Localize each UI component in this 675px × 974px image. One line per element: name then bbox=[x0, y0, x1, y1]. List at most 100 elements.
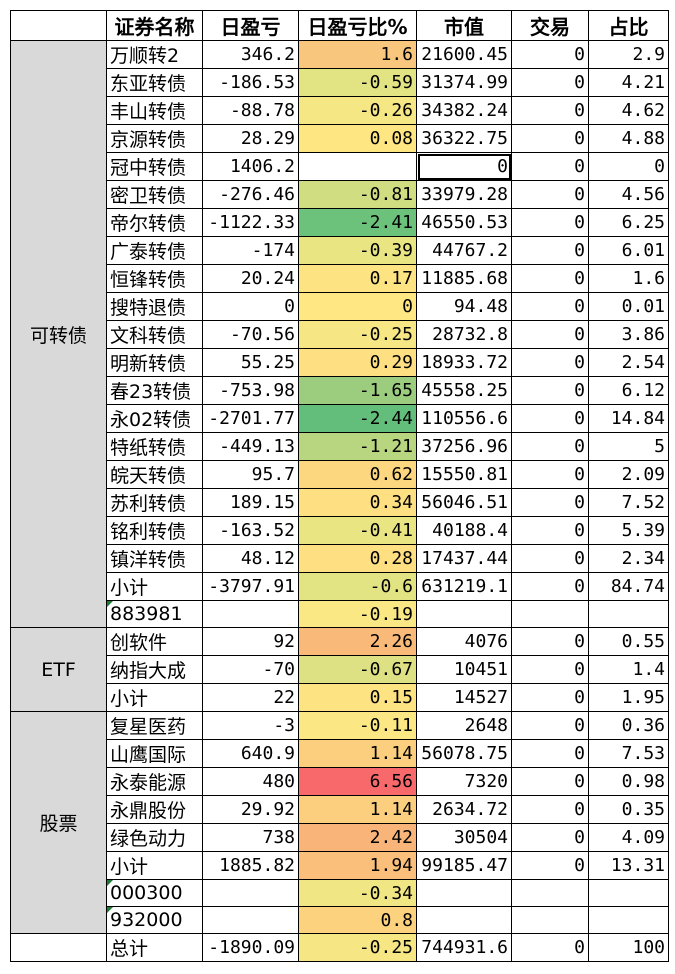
security-name-cell[interactable]: 东亚转债 bbox=[106, 68, 203, 97]
security-name-cell[interactable]: 冠中转债 bbox=[106, 152, 203, 181]
security-name-cell[interactable]: 明新转债 bbox=[106, 348, 203, 377]
daily-pnl-pct-cell[interactable]: -0.6 bbox=[298, 572, 417, 601]
security-name-cell[interactable]: 绿色动力 bbox=[106, 823, 203, 852]
daily-pnl-pct-cell[interactable]: 1.14 bbox=[298, 739, 417, 768]
daily-pnl-cell[interactable]: 738 bbox=[202, 823, 299, 852]
daily-pnl-cell[interactable]: -163.52 bbox=[202, 516, 299, 545]
security-name-cell[interactable]: 特纸转债 bbox=[106, 432, 203, 461]
trade-cell[interactable]: 0 bbox=[511, 264, 589, 293]
daily-pnl-cell[interactable]: 95.7 bbox=[202, 460, 299, 489]
security-name-cell[interactable]: 春23转债 bbox=[106, 376, 203, 405]
trade-cell[interactable]: 0 bbox=[511, 292, 589, 321]
daily-pnl-pct-cell[interactable]: -0.26 bbox=[298, 96, 417, 125]
daily-pnl-pct-cell[interactable]: -1.21 bbox=[298, 432, 417, 461]
daily-pnl-pct-cell[interactable]: -0.19 bbox=[298, 600, 417, 628]
security-name-cell[interactable]: 山鹰国际 bbox=[106, 739, 203, 768]
share-cell[interactable]: 14.84 bbox=[588, 404, 669, 433]
daily-pnl-cell[interactable]: 22 bbox=[202, 683, 299, 712]
security-name-cell[interactable]: 文科转债 bbox=[106, 320, 203, 349]
trade-cell[interactable]: 0 bbox=[511, 767, 589, 796]
share-cell[interactable]: 4.88 bbox=[588, 124, 669, 153]
share-cell[interactable]: 0.36 bbox=[588, 711, 669, 740]
security-name-cell[interactable]: 丰山转债 bbox=[106, 96, 203, 125]
security-name-cell[interactable]: 小计 bbox=[106, 851, 203, 880]
group-label-cell[interactable] bbox=[10, 933, 107, 962]
market-value-cell[interactable]: 94.48 bbox=[416, 292, 512, 321]
market-value-cell[interactable]: 110556.6 bbox=[416, 404, 512, 433]
daily-pnl-pct-cell[interactable]: -1.65 bbox=[298, 376, 417, 405]
trade-cell[interactable]: 0 bbox=[511, 460, 589, 489]
security-name-cell[interactable]: 万顺转2 bbox=[106, 40, 203, 69]
market-value-cell[interactable]: 37256.96 bbox=[416, 432, 512, 461]
trade-cell[interactable] bbox=[511, 600, 589, 628]
daily-pnl-pct-cell[interactable]: 0.34 bbox=[298, 488, 417, 517]
daily-pnl-cell[interactable]: 346.2 bbox=[202, 40, 299, 69]
trade-cell[interactable]: 0 bbox=[511, 68, 589, 97]
daily-pnl-cell[interactable] bbox=[202, 879, 299, 907]
trade-cell[interactable]: 0 bbox=[511, 236, 589, 265]
market-value-cell[interactable]: 40188.4 bbox=[416, 516, 512, 545]
share-cell[interactable]: 7.52 bbox=[588, 488, 669, 517]
share-cell[interactable]: 4.62 bbox=[588, 96, 669, 125]
trade-cell[interactable] bbox=[511, 906, 589, 934]
daily-pnl-pct-cell[interactable]: 0.08 bbox=[298, 124, 417, 153]
daily-pnl-pct-cell[interactable]: 0.29 bbox=[298, 348, 417, 377]
daily-pnl-pct-cell[interactable]: -0.41 bbox=[298, 516, 417, 545]
market-value-cell[interactable]: 744931.6 bbox=[416, 933, 512, 962]
market-value-cell[interactable]: 4076 bbox=[416, 627, 512, 656]
trade-cell[interactable]: 0 bbox=[511, 933, 589, 962]
share-cell[interactable]: 0.98 bbox=[588, 767, 669, 796]
share-cell[interactable] bbox=[588, 600, 669, 628]
share-cell[interactable]: 5.39 bbox=[588, 516, 669, 545]
daily-pnl-pct-cell[interactable]: 6.56 bbox=[298, 767, 417, 796]
market-value-cell[interactable]: 34382.24 bbox=[416, 96, 512, 125]
trade-cell[interactable]: 0 bbox=[511, 152, 589, 181]
share-cell[interactable]: 4.09 bbox=[588, 823, 669, 852]
trade-cell[interactable]: 0 bbox=[511, 96, 589, 125]
trade-cell[interactable]: 0 bbox=[511, 208, 589, 237]
security-name-cell[interactable]: 永鼎股份 bbox=[106, 795, 203, 824]
market-value-cell[interactable]: 15550.81 bbox=[416, 460, 512, 489]
market-value-cell[interactable]: 44767.2 bbox=[416, 236, 512, 265]
daily-pnl-pct-cell[interactable]: -0.59 bbox=[298, 68, 417, 97]
group-label-cell[interactable]: ETF bbox=[10, 627, 107, 712]
daily-pnl-cell[interactable]: -174 bbox=[202, 236, 299, 265]
daily-pnl-cell[interactable]: 28.29 bbox=[202, 124, 299, 153]
security-name-cell[interactable]: 广泰转债 bbox=[106, 236, 203, 265]
share-cell[interactable]: 0.01 bbox=[588, 292, 669, 321]
share-cell[interactable] bbox=[588, 879, 669, 907]
market-value-cell[interactable]: 56078.75 bbox=[416, 739, 512, 768]
market-value-cell[interactable]: 17437.44 bbox=[416, 544, 512, 573]
daily-pnl-cell[interactable]: -2701.77 bbox=[202, 404, 299, 433]
security-name-cell[interactable]: 纳指大成 bbox=[106, 655, 203, 684]
share-cell[interactable]: 7.53 bbox=[588, 739, 669, 768]
share-cell[interactable]: 6.25 bbox=[588, 208, 669, 237]
daily-pnl-cell[interactable]: -88.78 bbox=[202, 96, 299, 125]
share-cell[interactable]: 84.74 bbox=[588, 572, 669, 601]
trade-cell[interactable]: 0 bbox=[511, 851, 589, 880]
daily-pnl-pct-cell[interactable]: -0.81 bbox=[298, 180, 417, 209]
market-value-cell[interactable]: 14527 bbox=[416, 683, 512, 712]
daily-pnl-cell[interactable] bbox=[202, 906, 299, 934]
trade-cell[interactable]: 0 bbox=[511, 655, 589, 684]
daily-pnl-pct-cell[interactable]: -0.39 bbox=[298, 236, 417, 265]
daily-pnl-cell[interactable]: -3 bbox=[202, 711, 299, 740]
share-cell[interactable]: 13.31 bbox=[588, 851, 669, 880]
market-value-cell[interactable]: 11885.68 bbox=[416, 264, 512, 293]
share-cell[interactable]: 0 bbox=[588, 152, 669, 181]
daily-pnl-pct-cell[interactable]: -0.11 bbox=[298, 711, 417, 740]
daily-pnl-pct-cell[interactable]: 1.14 bbox=[298, 795, 417, 824]
market-value-cell[interactable]: 36322.75 bbox=[416, 124, 512, 153]
daily-pnl-pct-cell[interactable]: 1.6 bbox=[298, 40, 417, 69]
daily-pnl-cell[interactable]: 480 bbox=[202, 767, 299, 796]
daily-pnl-pct-cell[interactable]: 0.17 bbox=[298, 264, 417, 293]
header-daily-pnl[interactable]: 日盈亏 bbox=[202, 10, 299, 41]
trade-cell[interactable]: 0 bbox=[511, 348, 589, 377]
daily-pnl-cell[interactable]: 55.25 bbox=[202, 348, 299, 377]
daily-pnl-pct-cell[interactable]: 0.28 bbox=[298, 544, 417, 573]
daily-pnl-pct-cell[interactable]: 2.42 bbox=[298, 823, 417, 852]
trade-cell[interactable]: 0 bbox=[511, 432, 589, 461]
security-name-cell[interactable]: 永02转债 bbox=[106, 404, 203, 433]
security-name-cell[interactable]: 932000 bbox=[106, 906, 203, 934]
security-name-cell[interactable]: 苏利转债 bbox=[106, 488, 203, 517]
